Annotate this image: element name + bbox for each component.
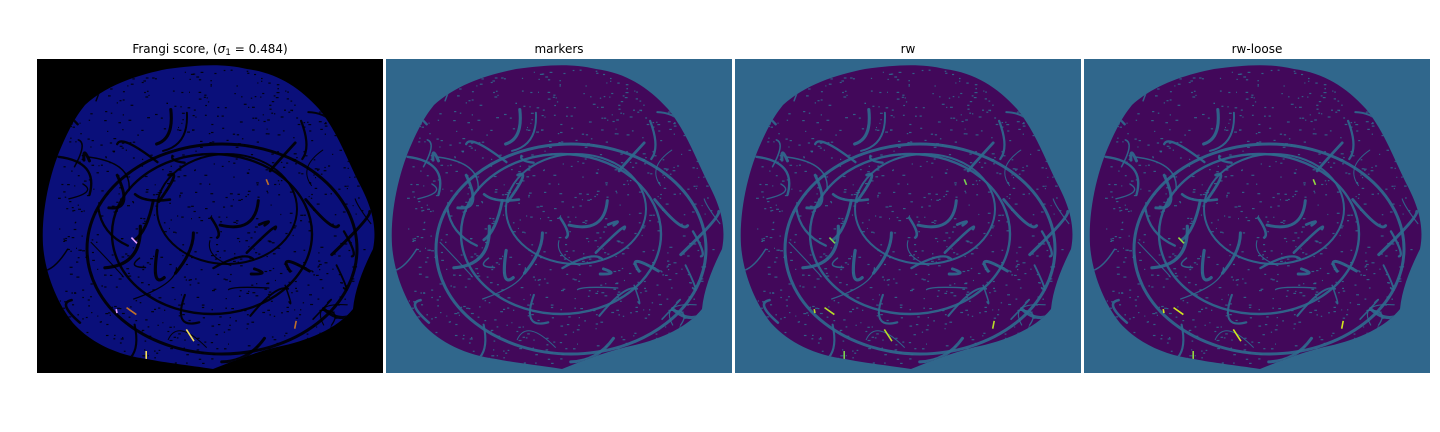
panel-rw: rw	[735, 40, 1081, 373]
panel-title-rw-loose: rw-loose	[1231, 42, 1283, 56]
panel-title-rw: rw	[900, 42, 916, 56]
panel-markers: markers	[386, 40, 732, 373]
rw-loose-image	[1084, 59, 1430, 373]
rw-image	[735, 59, 1081, 373]
panel-frangi: Frangi score, (σ1 = 0.484)	[37, 40, 383, 373]
panel-title-markers: markers	[534, 42, 584, 56]
panel-title-frangi: Frangi score, (σ1 = 0.484)	[132, 42, 288, 58]
texture-layer	[1089, 69, 1419, 367]
panel-rw-loose: rw-loose	[1084, 40, 1430, 373]
markers-image	[386, 59, 732, 373]
frangi-image	[37, 59, 383, 373]
